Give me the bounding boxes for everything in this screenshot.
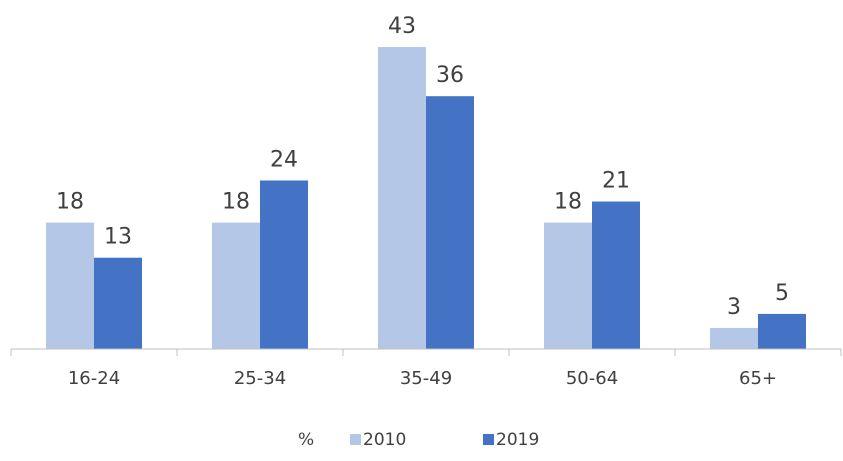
legend-swatch	[350, 434, 361, 445]
bar	[544, 222, 592, 349]
x-tick-label: 16-24	[68, 368, 120, 389]
legend-title: %	[298, 430, 314, 450]
bar	[378, 47, 426, 350]
x-tick-label: 25-34	[234, 368, 286, 389]
legend-label: 2019	[496, 430, 539, 450]
data-label: 18	[554, 190, 582, 215]
data-label: 5	[775, 281, 789, 306]
bar	[426, 96, 474, 349]
bar	[212, 222, 260, 349]
data-label: 24	[270, 147, 298, 172]
data-label: 3	[727, 295, 741, 320]
legend-label: 2010	[363, 430, 406, 450]
data-label: 36	[436, 63, 464, 88]
bar	[46, 222, 94, 349]
bar	[710, 327, 758, 349]
data-label: 18	[222, 190, 250, 215]
x-tick-label: 35-49	[400, 368, 452, 389]
data-label: 13	[104, 225, 132, 250]
bar	[260, 180, 308, 349]
data-label: 43	[388, 14, 416, 39]
bar	[94, 257, 142, 349]
bar	[592, 201, 640, 349]
legend-swatch	[483, 434, 494, 445]
data-label: 21	[602, 169, 630, 194]
x-tick-label: 65+	[739, 368, 777, 389]
x-tick-label: 50-64	[566, 368, 618, 389]
bar	[758, 313, 806, 349]
data-label: 18	[56, 190, 84, 215]
